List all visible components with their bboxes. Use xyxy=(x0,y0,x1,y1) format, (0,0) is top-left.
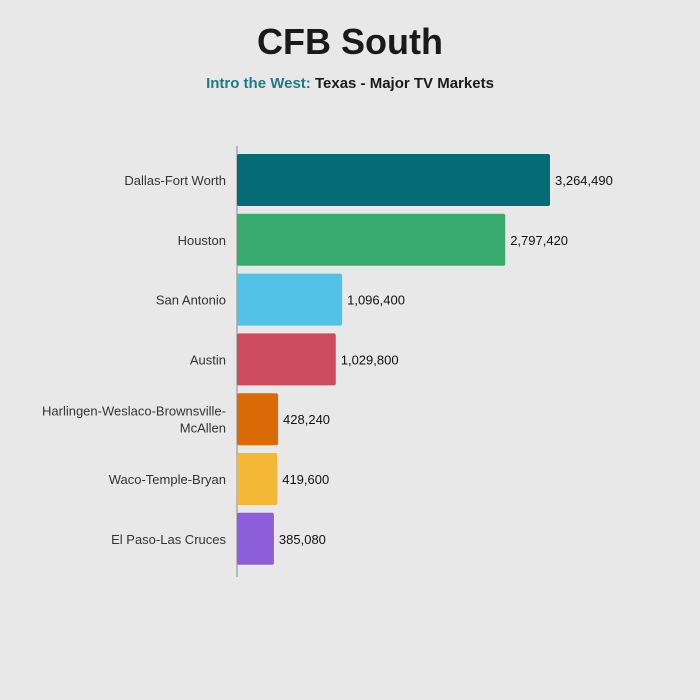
category-label-line: Dallas-Fort Worth xyxy=(124,173,226,188)
category-label-3: Austin xyxy=(190,352,226,367)
category-label-1: Houston xyxy=(178,233,226,248)
category-label-line: Waco-Temple-Bryan xyxy=(109,472,226,487)
category-label-line: San Antonio xyxy=(156,293,226,308)
value-label-2: 1,096,400 xyxy=(347,293,405,308)
category-label-0: Dallas-Fort Worth xyxy=(124,173,226,188)
category-label-2: San Antonio xyxy=(156,293,226,308)
bar-2 xyxy=(237,273,343,326)
subtitle-accent: Intro the West: xyxy=(206,75,311,92)
value-label-0: 3,264,490 xyxy=(555,173,613,188)
subtitle-main: Texas - Major TV Markets xyxy=(314,75,494,92)
category-label-line: McAllen xyxy=(180,421,226,436)
bar-3 xyxy=(237,333,336,386)
bar-1 xyxy=(237,213,506,266)
bar-6 xyxy=(237,512,274,565)
bar-5 xyxy=(237,453,278,505)
category-label-line: Houston xyxy=(178,233,226,248)
category-label-5: Waco-Temple-Bryan xyxy=(109,472,226,487)
bar-0 xyxy=(237,154,550,206)
value-label-1: 2,797,420 xyxy=(510,233,568,248)
category-label-line: Austin xyxy=(190,352,226,367)
value-label-4: 428,240 xyxy=(283,412,330,427)
category-label-line: El Paso-Las Cruces xyxy=(111,532,226,547)
chart-title: CFB South xyxy=(257,21,443,62)
category-label-line: Harlingen-Weslaco-Brownsville- xyxy=(42,404,226,419)
value-label-5: 419,600 xyxy=(282,472,329,487)
category-label-6: El Paso-Las Cruces xyxy=(111,532,226,547)
chart-subtitle: Intro the West: Texas - Major TV Markets xyxy=(0,74,700,94)
value-label-3: 1,029,800 xyxy=(341,352,399,367)
value-label-6: 385,080 xyxy=(279,532,326,547)
bar-4 xyxy=(237,393,279,446)
category-label-4: Harlingen-Weslaco-Brownsville- McAllen xyxy=(42,404,226,436)
